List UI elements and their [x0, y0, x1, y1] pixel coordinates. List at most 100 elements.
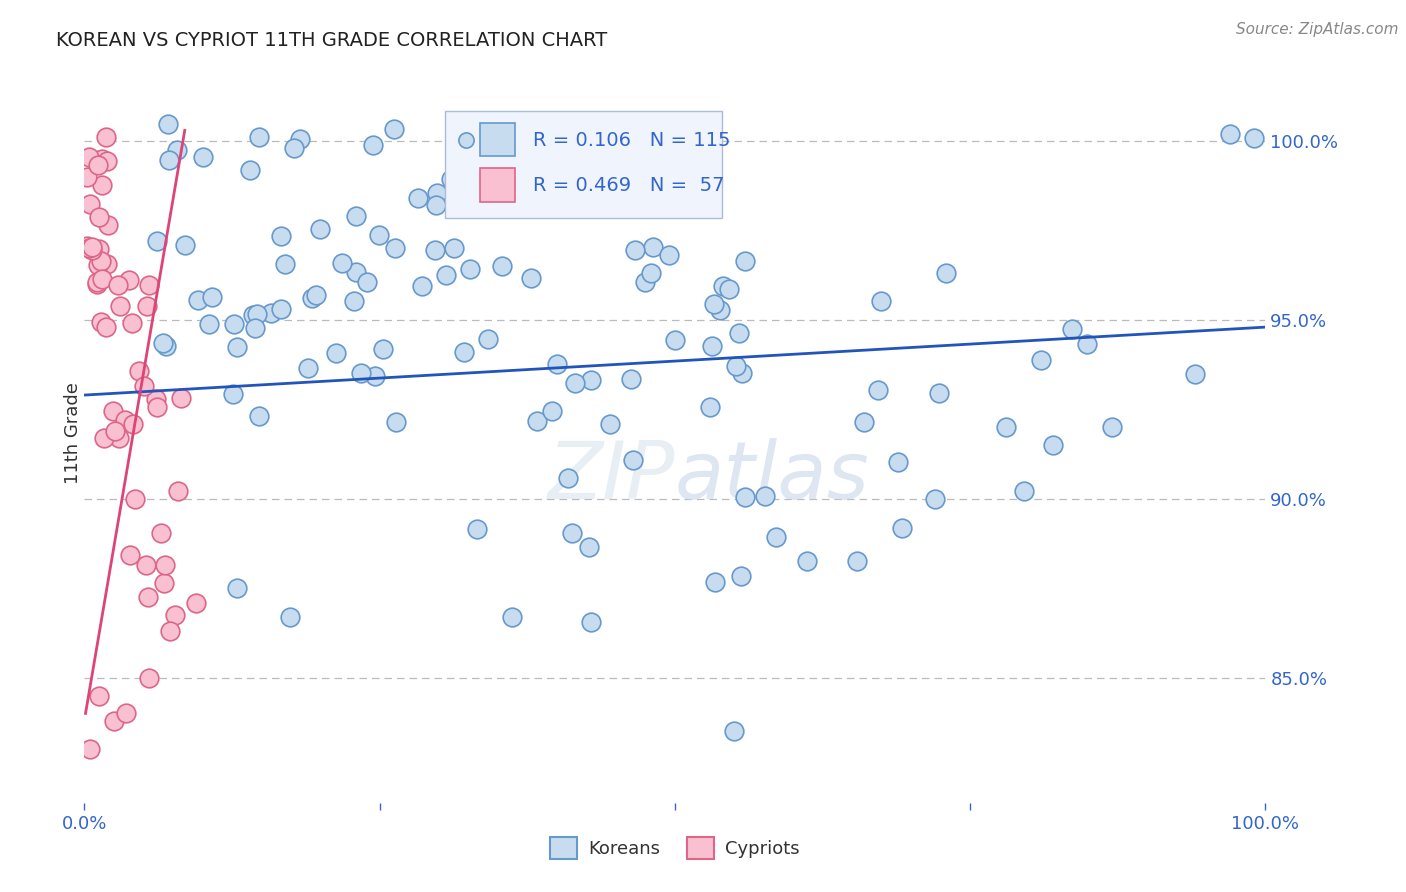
- Point: [103, 714, 125, 728]
- Point: [643, 240, 665, 254]
- Point: [132, 379, 155, 393]
- Point: [226, 581, 249, 595]
- Point: [344, 265, 367, 279]
- Point: [1062, 322, 1084, 336]
- Point: [658, 248, 681, 262]
- Legend: Koreans, Cypriots: Koreans, Cypriots: [541, 828, 808, 868]
- Point: [305, 288, 328, 302]
- Point: [382, 122, 405, 136]
- Point: [703, 296, 725, 310]
- Point: [935, 266, 957, 280]
- Point: [159, 624, 181, 639]
- Point: [101, 404, 124, 418]
- Point: [96, 153, 118, 168]
- Point: [994, 420, 1017, 434]
- Point: [118, 273, 141, 287]
- Point: [458, 261, 481, 276]
- Point: [259, 306, 281, 320]
- Point: [153, 576, 176, 591]
- Point: [371, 342, 394, 356]
- Point: [700, 339, 723, 353]
- Point: [754, 489, 776, 503]
- Point: [385, 415, 408, 429]
- Point: [491, 259, 513, 273]
- Point: [121, 316, 143, 330]
- Point: [90, 152, 112, 166]
- Point: [80, 243, 103, 257]
- Point: [621, 453, 644, 467]
- Point: [226, 340, 249, 354]
- Point: [243, 321, 266, 335]
- Point: [152, 336, 174, 351]
- Point: [157, 117, 180, 131]
- FancyBboxPatch shape: [479, 169, 516, 202]
- Point: [411, 279, 433, 293]
- Point: [135, 558, 157, 573]
- Point: [734, 490, 756, 504]
- Point: [114, 706, 136, 721]
- Point: [1042, 438, 1064, 452]
- Point: [624, 243, 647, 257]
- Point: [174, 238, 197, 252]
- Point: [128, 363, 150, 377]
- Point: [135, 299, 157, 313]
- Point: [118, 548, 141, 562]
- FancyBboxPatch shape: [479, 123, 516, 156]
- Point: [90, 178, 112, 193]
- Point: [166, 144, 188, 158]
- Point: [107, 277, 129, 292]
- Point: [1219, 127, 1241, 141]
- Point: [79, 197, 101, 211]
- Point: [167, 483, 190, 498]
- Point: [709, 302, 731, 317]
- Y-axis label: 11th Grade: 11th Grade: [65, 382, 82, 483]
- Point: [246, 307, 269, 321]
- Point: [699, 400, 721, 414]
- Point: [465, 522, 488, 536]
- Point: [477, 332, 499, 346]
- Point: [247, 129, 270, 144]
- Point: [187, 293, 209, 308]
- Point: [138, 277, 160, 292]
- Point: [247, 409, 270, 423]
- Point: [361, 137, 384, 152]
- Point: [564, 376, 586, 391]
- Point: [634, 275, 657, 289]
- Point: [579, 615, 602, 629]
- Point: [97, 219, 120, 233]
- Point: [711, 278, 734, 293]
- Point: [730, 569, 752, 583]
- Point: [121, 417, 143, 431]
- FancyBboxPatch shape: [444, 111, 723, 218]
- Point: [110, 299, 132, 313]
- Point: [718, 282, 741, 296]
- Point: [288, 132, 311, 146]
- Point: [561, 525, 583, 540]
- Point: [853, 415, 876, 429]
- Text: KOREAN VS CYPRIOT 11TH GRADE CORRELATION CHART: KOREAN VS CYPRIOT 11TH GRADE CORRELATION…: [56, 31, 607, 50]
- Point: [87, 258, 110, 272]
- Point: [704, 574, 727, 589]
- Point: [557, 471, 579, 485]
- Point: [620, 371, 643, 385]
- Point: [520, 271, 543, 285]
- Point: [578, 540, 600, 554]
- Point: [87, 242, 110, 256]
- Point: [136, 590, 159, 604]
- Point: [1243, 130, 1265, 145]
- Point: [108, 431, 131, 445]
- Point: [86, 275, 108, 289]
- Point: [599, 417, 621, 432]
- Point: [330, 256, 353, 270]
- Text: atlas: atlas: [675, 438, 870, 516]
- Point: [730, 367, 752, 381]
- Point: [90, 254, 112, 268]
- Point: [90, 315, 112, 329]
- Point: [724, 359, 747, 373]
- Point: [145, 392, 167, 407]
- Point: [150, 526, 173, 541]
- Point: [1101, 420, 1123, 434]
- Point: [765, 530, 787, 544]
- Point: [439, 172, 461, 186]
- Point: [94, 320, 117, 334]
